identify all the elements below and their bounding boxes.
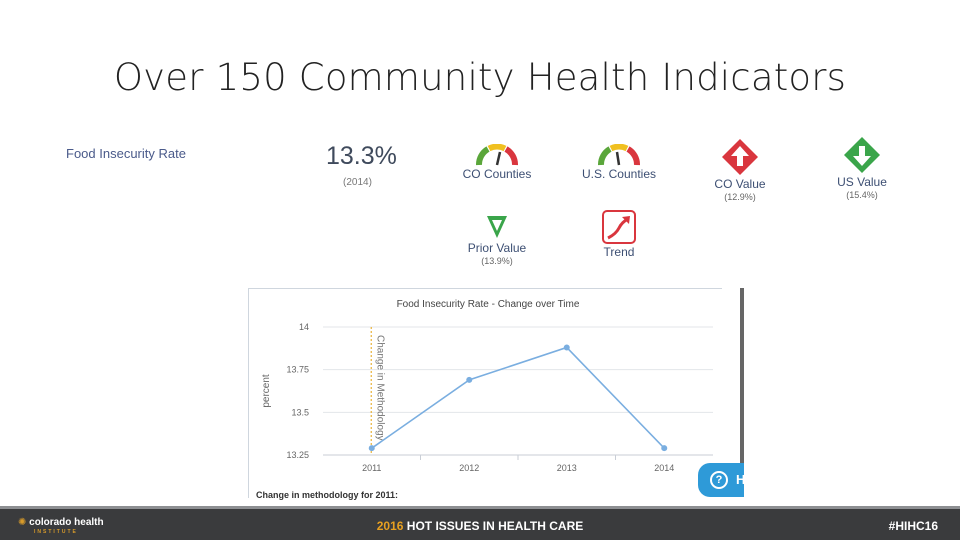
gauge-icon (598, 144, 640, 166)
footer-hashtag: #HIHC16 (888, 519, 938, 533)
indicator-value: 13.3% (326, 142, 397, 170)
chart-title: Food Insecurity Rate - Change over Time (397, 299, 580, 310)
co-counties-label: CO Counties (462, 167, 532, 181)
us-counties-label: U.S. Counties (581, 167, 657, 181)
footer-year: 2016 (376, 519, 404, 533)
x-tick-label: 2012 (459, 463, 479, 473)
logo-subtext: INSTITUTE (34, 529, 78, 535)
y-tick-label: 13.25 (286, 450, 309, 460)
chart-panel: Food Insecurity Rate - Change over Time 1… (248, 288, 722, 498)
y-tick-label: 13.75 (286, 365, 309, 375)
trend-up-icon (602, 210, 636, 244)
green-triangle-down-icon (487, 216, 507, 238)
logo-text: colorado health (29, 517, 104, 528)
logo-mark-icon: ✺ (18, 517, 27, 528)
co-value-badge[interactable]: CO Value (12.9%) (705, 138, 775, 202)
slide-title: Over 150 Community Health Indicators (113, 56, 847, 99)
series-line (371, 346, 665, 449)
help-button-label: H (736, 472, 746, 487)
footer-bar: ✺ colorado health INSTITUTE 2016 HOT ISS… (0, 506, 960, 540)
data-point (466, 376, 473, 383)
indicator-name: Food Insecurity Rate (66, 146, 186, 161)
us-value-badge[interactable]: US Value (15.4%) (827, 136, 897, 200)
x-tick-label: 2011 (362, 463, 381, 473)
red-diamond-up-icon (722, 139, 758, 175)
gauge-icon (476, 144, 518, 166)
methodology-annotation: Change in Methodology (374, 335, 385, 441)
co-counties-badge[interactable]: CO Counties (458, 144, 536, 181)
x-tick-label: 2014 (654, 463, 674, 473)
line-chart: Food Insecurity Rate - Change over Time 1… (261, 299, 713, 473)
footer-logo: ✺ colorado health INSTITUTE (18, 517, 104, 535)
panel-scrollbar[interactable] (740, 288, 744, 496)
question-icon: ? (710, 471, 728, 489)
indicator-year: (2014) (343, 177, 372, 188)
data-point (661, 445, 668, 452)
data-point (563, 344, 570, 351)
x-tick-label: 2013 (557, 463, 577, 473)
co-value-label: CO Value (714, 177, 766, 191)
trend-badge[interactable]: Trend (588, 210, 650, 259)
help-button[interactable]: ? H (698, 463, 746, 497)
footer-event-text: HOT ISSUES IN HEALTH CARE (406, 519, 584, 533)
y-axis-label: percent (261, 374, 272, 408)
green-diamond-down-icon (844, 137, 880, 173)
prior-value-badge[interactable]: Prior Value (13.9%) (458, 214, 536, 266)
data-point (368, 445, 375, 452)
y-tick-label: 14 (299, 322, 309, 332)
us-counties-badge[interactable]: U.S. Counties (574, 144, 664, 181)
co-value-sub: (12.9%) (724, 192, 756, 202)
trend-label: Trend (603, 245, 635, 259)
footer-event-title: 2016 HOT ISSUES IN HEALTH CARE (0, 519, 960, 533)
prior-value-sub: (13.9%) (481, 256, 513, 266)
prior-value-label: Prior Value (467, 241, 527, 255)
y-tick-label: 13.5 (291, 407, 309, 417)
chart-footnote: Change in methodology for 2011: (256, 490, 399, 500)
us-value-label: US Value (837, 175, 887, 189)
us-value-sub: (15.4%) (846, 190, 878, 200)
